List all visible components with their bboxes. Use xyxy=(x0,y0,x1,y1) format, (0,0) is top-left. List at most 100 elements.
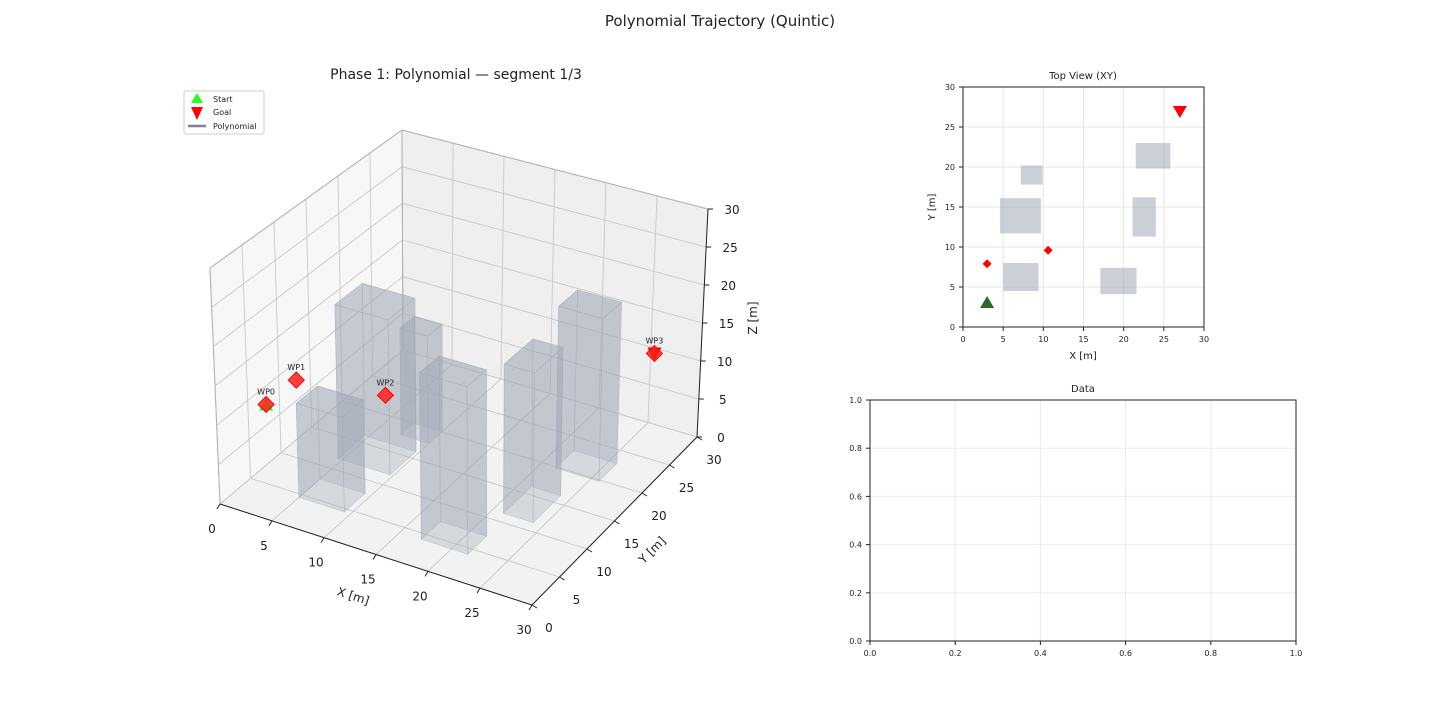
x-tick-label: 10 xyxy=(308,556,323,570)
y-tick xyxy=(586,548,593,553)
legend-start-label: Start xyxy=(213,95,233,104)
obstacle-box xyxy=(418,355,488,556)
legend-goal-marker xyxy=(191,107,203,120)
waypoint-label: WP0 xyxy=(257,387,275,396)
legend-goal-label: Goal xyxy=(213,108,231,117)
grid-line-z xyxy=(402,166,707,248)
y-tick-label: 0.2 xyxy=(849,589,862,598)
y-tick-label: 20 xyxy=(651,509,666,523)
x-tick-label: 0.6 xyxy=(1119,649,1132,658)
x-tick xyxy=(268,520,273,527)
x-tick xyxy=(424,571,429,577)
floor-pane xyxy=(220,350,697,605)
z-tick-label: 25 xyxy=(723,241,738,255)
x-tick xyxy=(372,554,377,560)
x-tick-label: 0.8 xyxy=(1204,649,1217,658)
waypoint-marker xyxy=(1043,245,1053,255)
y-axis-label: Y [m] xyxy=(635,534,668,567)
waypoint-marker xyxy=(376,386,395,405)
top-view-title: Top View (XY) xyxy=(1048,71,1117,82)
waypoint-marker xyxy=(982,259,992,269)
y-tick-label: 30 xyxy=(706,453,721,467)
x-tick-label: 0.2 xyxy=(949,649,962,658)
waypoint-marker xyxy=(287,371,305,389)
obstacle-footprint xyxy=(1003,263,1039,291)
z-tick-label: 20 xyxy=(721,279,736,293)
y-tick-label: 0.8 xyxy=(849,444,862,453)
obstacle-face xyxy=(503,338,564,374)
x-tick xyxy=(476,587,481,594)
grid-line-y xyxy=(402,349,698,438)
axes-data: Data 0.0 0.2 0.4 0.6 0.8 1.0 0.0 0.2 0.4 0.6 0.8 1.… xyxy=(849,384,1302,658)
waypoint-label: WP2 xyxy=(377,378,395,387)
goal-marker xyxy=(1172,106,1187,118)
grid-line-y xyxy=(372,375,670,466)
obstacle-face xyxy=(295,385,364,418)
top-view-frame xyxy=(962,86,1205,328)
waypoint-marker xyxy=(257,395,275,414)
obstacle-box xyxy=(503,338,564,524)
axes-3d: Phase 1: Polynomial — segment 1/3 0 5 10 15… xyxy=(208,67,760,637)
obstacle-footprint xyxy=(1132,197,1156,237)
x-tick-label: 30 xyxy=(516,623,531,637)
y-tick-label: 15 xyxy=(624,537,639,551)
z-tick-label: 5 xyxy=(719,393,727,407)
obstacle-face xyxy=(341,399,366,513)
axes-3d-title: Phase 1: Polynomial — segment 1/3 xyxy=(330,67,582,83)
legend: Start Goal Polynomial xyxy=(183,90,265,135)
x-tick-label: 25 xyxy=(1159,335,1169,344)
x-tick xyxy=(320,537,325,543)
y-tick xyxy=(531,604,538,609)
z-tick-label: 30 xyxy=(724,203,739,217)
x-tick-label: 25 xyxy=(464,606,479,620)
z-axis-label: Z [m] xyxy=(746,301,760,334)
legend-polynomial-label: Polynomial xyxy=(213,122,257,131)
obstacle-box xyxy=(399,315,443,444)
obstacle-face xyxy=(532,346,564,524)
obstacle-face xyxy=(295,402,345,513)
waypoint-marker xyxy=(645,344,664,363)
top-view-ylabel: Y [m] xyxy=(927,193,938,221)
x-tick-label: 5 xyxy=(1001,335,1006,344)
pane-edge xyxy=(401,129,709,210)
obstacle-footprint xyxy=(1100,267,1137,295)
pane-edge xyxy=(209,129,403,269)
obstacle-footprint xyxy=(999,198,1041,234)
y-tick-label: 25 xyxy=(945,123,955,132)
y-tick xyxy=(614,520,620,525)
figure-suptitle: Polynomial Trajectory (Quintic) xyxy=(605,12,835,30)
x-tick-label: 0.4 xyxy=(1034,649,1047,658)
y-tick-label: 0 xyxy=(545,621,553,635)
data-title: Data xyxy=(1071,384,1095,395)
x-tick-label: 1.0 xyxy=(1290,649,1303,658)
waypoint-label: WP1 xyxy=(287,363,305,372)
obstacle-footprint xyxy=(1135,143,1171,169)
y-tick-label: 10 xyxy=(945,243,955,252)
grid-line-z xyxy=(211,166,403,308)
y-tick-label: 25 xyxy=(679,481,694,495)
x-tick xyxy=(216,503,221,510)
data-frame xyxy=(869,399,1297,642)
x-tick-label: 20 xyxy=(412,589,427,603)
left-pane xyxy=(210,130,403,504)
legend-start-marker xyxy=(191,93,203,103)
x-tick-label: 0.0 xyxy=(864,649,877,658)
z-tick-label: 15 xyxy=(719,317,734,331)
y-tick-label: 1.0 xyxy=(849,396,862,405)
obstacle-face xyxy=(334,282,416,321)
axes-top-view: Top View (XY) X [m] Y [m] 0 5 10 15 20 25 30 0 5… xyxy=(927,71,1209,362)
y-tick-label: 30 xyxy=(945,83,955,92)
obstacle-face xyxy=(466,369,487,556)
top-view-xlabel: X [m] xyxy=(1069,351,1097,362)
obstacle-box xyxy=(555,289,623,483)
x-tick-label: 20 xyxy=(1119,335,1129,344)
obstacle-face xyxy=(555,305,604,482)
start-marker xyxy=(980,296,995,308)
y-tick-label: 5 xyxy=(950,283,955,292)
x-tick-label: 0 xyxy=(960,335,965,344)
x-tick-label: 5 xyxy=(260,539,268,553)
y-tick xyxy=(559,576,565,581)
obstacle-footprint xyxy=(1020,165,1043,185)
pane-edge xyxy=(209,267,221,505)
